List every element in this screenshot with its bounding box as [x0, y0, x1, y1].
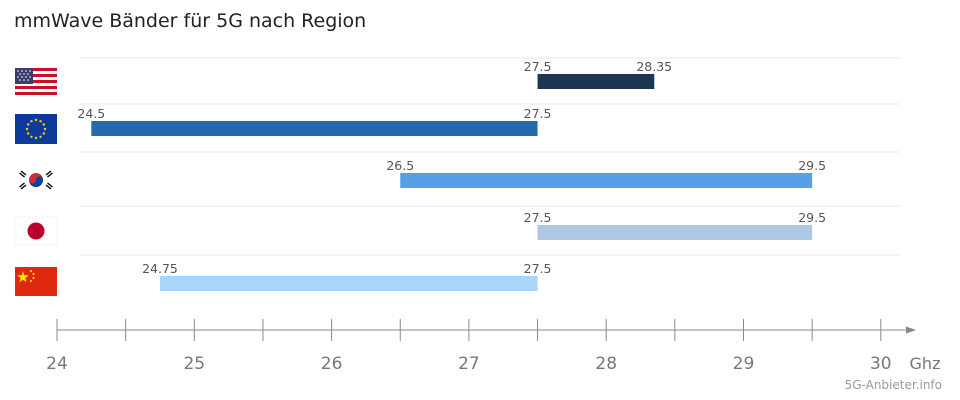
range-bar — [537, 74, 655, 89]
china-flag-icon — [15, 267, 57, 296]
x-tick-label: 26 — [321, 354, 343, 374]
eu-flag-icon — [15, 114, 57, 144]
x-tick-label: 29 — [733, 354, 755, 374]
south-korea-flag-icon — [15, 165, 57, 195]
bar-start-label: 26.5 — [386, 158, 414, 173]
usa-flag-icon — [15, 68, 57, 98]
bar-end-label: 27.5 — [524, 261, 552, 276]
x-axis-arrow — [906, 326, 916, 334]
range-bar — [537, 225, 813, 240]
bar-end-label: 27.5 — [524, 106, 552, 121]
x-tick-label: 28 — [595, 354, 617, 374]
bar-end-label: 29.5 — [798, 158, 826, 173]
range-bar — [91, 121, 538, 136]
range-bar — [400, 173, 813, 188]
bar-start-label: 27.5 — [524, 59, 552, 74]
x-tick-label: 25 — [183, 354, 205, 374]
japan-flag-icon — [14, 216, 58, 246]
bar-start-label: 27.5 — [524, 210, 552, 225]
bar-start-label: 24.75 — [142, 261, 178, 276]
x-tick-label: 30 — [870, 354, 892, 374]
bar-end-label: 28.35 — [636, 59, 672, 74]
bar-end-label: 29.5 — [798, 210, 826, 225]
x-tick-label: 24 — [46, 354, 68, 374]
x-tick-label: 27 — [458, 354, 480, 374]
range-bar — [159, 276, 538, 291]
chart-title: mmWave Bänder für 5G nach Region — [14, 10, 367, 32]
source-credit: 5G-Anbieter.info — [844, 378, 942, 392]
bar-start-label: 24.5 — [77, 106, 105, 121]
x-axis-unit-label: Ghz — [910, 354, 941, 373]
